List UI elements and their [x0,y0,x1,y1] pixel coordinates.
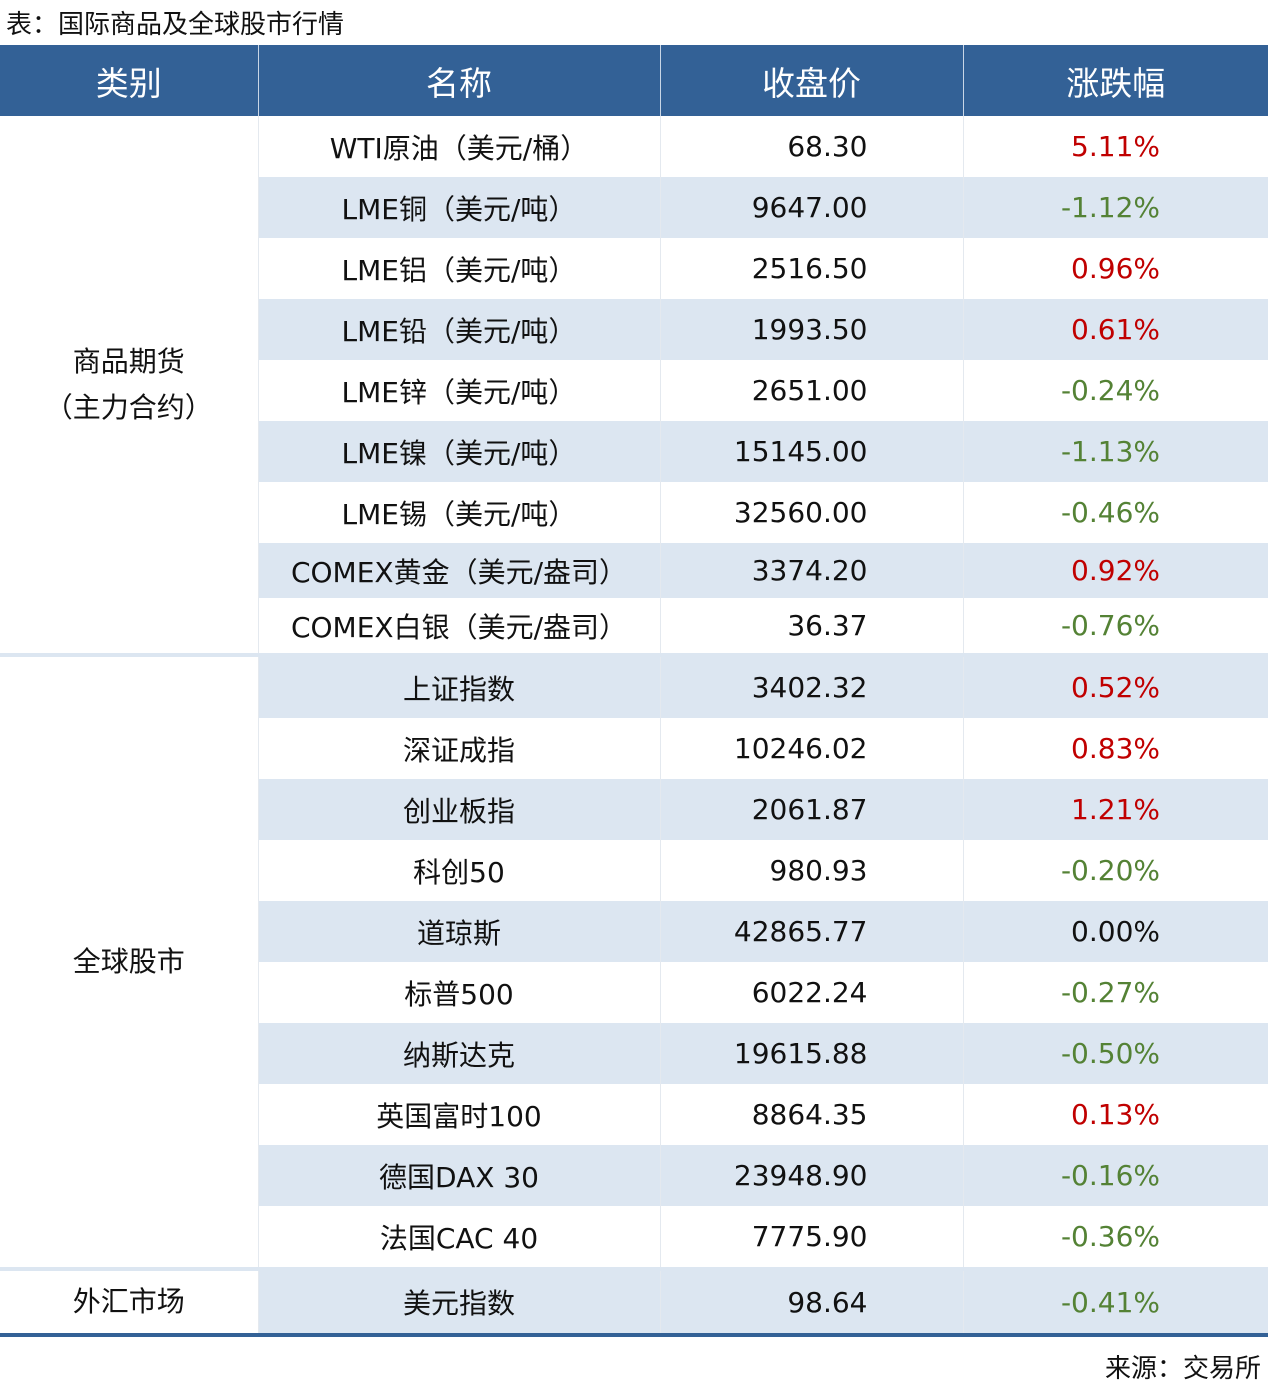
price-cell: 1993.50 [660,299,964,360]
header-change: 涨跌幅 [963,45,1268,116]
category-cell: 商品期货 （主力合约） [0,116,259,655]
source-note: 来源：交易所 [1104,1354,1261,1384]
table-row: 道琼斯 42865.77 0.00% [0,901,1268,962]
price-cell: 32560.00 [660,482,964,543]
header-category: 类别 [0,45,259,116]
name-cell: 创业板指 [258,779,661,840]
change-cell: 0.13% [1071,1098,1160,1131]
table-row: 深证成指 10246.02 0.83% [0,718,1268,779]
table-row: 英国富时100 8864.35 0.13% [0,1084,1268,1145]
table-row: 科创50 980.93 -0.20% [0,840,1268,901]
change-cell: -0.24% [1060,374,1160,407]
name-cell: 纳斯达克 [258,1023,661,1084]
table-row: LME锡（美元/吨） 32560.00 -0.46% [0,482,1268,543]
name-cell: 标普500 [258,962,661,1023]
change-cell: -1.13% [963,421,1268,482]
change-cell: -1.12% [963,177,1268,238]
price-cell: 98.64 [660,1267,964,1337]
price-cell: 68.30 [660,116,964,177]
price-cell: 2516.50 [660,238,964,299]
category-label: 商品期货 [72,344,185,378]
name-cell: 美元指数 [258,1267,661,1337]
change-cell: -0.76% [1060,609,1160,642]
table-title: 表：国际商品及全球股市行情 [6,10,345,40]
table-row: 纳斯达克 19615.88 -0.50% [0,1023,1268,1084]
name-cell: 德国DAX 30 [258,1145,661,1206]
change-cell: 0.83% [1071,732,1160,765]
change-cell: 0.92% [963,543,1268,598]
category-cell: 外汇市场 [0,1267,259,1337]
table-row: LME铝（美元/吨） 2516.50 0.96% [0,238,1268,299]
table-row: LME锌（美元/吨） 2651.00 -0.24% [0,360,1268,421]
change-cell: 1.21% [963,779,1268,840]
category-label: 全球股市 [72,945,185,978]
name-cell: LME镍（美元/吨） [258,421,661,482]
name-cell: LME铝（美元/吨） [258,238,661,299]
price-cell: 19615.88 [660,1023,964,1084]
name-cell: 上证指数 [258,653,661,718]
change-cell: -0.27% [1060,976,1160,1009]
table-row: 德国DAX 30 23948.90 -0.16% [0,1145,1268,1206]
price-cell: 7775.90 [660,1206,964,1269]
table-row: 创业板指 2061.87 1.21% [0,779,1268,840]
name-cell: 深证成指 [258,718,661,779]
header-name: 名称 [258,45,661,116]
header-row: 类别 名称 收盘价 涨跌幅 [0,45,1268,116]
change-cell: -0.36% [1060,1220,1160,1253]
change-cell: 5.11% [1071,130,1160,163]
price-cell: 8864.35 [660,1084,964,1145]
table-row: LME镍（美元/吨） 15145.00 -1.13% [0,421,1268,482]
change-cell: -0.41% [963,1267,1268,1337]
price-cell: 3374.20 [660,543,964,598]
table-row: 全球股市 上证指数 3402.32 0.52% [0,653,1268,1269]
change-cell: -0.16% [963,1145,1268,1206]
change-cell: 0.96% [1071,252,1160,285]
change-cell: -0.20% [1060,854,1160,887]
price-cell: 3402.32 [660,653,964,718]
category-cell: 全球股市 [0,653,259,1269]
table-row: 外汇市场 美元指数 98.64 -0.41% [0,1267,1268,1337]
table-row: 商品期货 （主力合约） WTI原油（美元/桶） 68.30 5.11% [0,116,1268,655]
price-cell: 2061.87 [660,779,964,840]
change-cell: -0.50% [963,1023,1268,1084]
name-cell: COMEX白银（美元/盎司） [258,598,661,655]
price-cell: 36.37 [660,598,964,655]
header-price: 收盘价 [660,45,964,116]
name-cell: COMEX黄金（美元/盎司） [258,543,661,598]
price-cell: 15145.00 [660,421,964,482]
price-cell: 6022.24 [660,962,964,1023]
change-cell: -0.46% [1060,496,1160,529]
name-cell: 道琼斯 [258,901,661,962]
change-cell: 0.52% [963,653,1268,718]
table-row: LME铅（美元/吨） 1993.50 0.61% [0,299,1268,360]
price-cell: 980.93 [660,840,964,901]
name-cell: LME铅（美元/吨） [258,299,661,360]
table-row: 标普500 6022.24 -0.27% [0,962,1268,1023]
name-cell: 英国富时100 [258,1084,661,1145]
price-cell: 2651.00 [660,360,964,421]
table-row: COMEX白银（美元/盎司） 36.37 -0.76% [0,598,1268,655]
name-cell: LME锡（美元/吨） [258,482,661,543]
name-cell: 法国CAC 40 [258,1206,661,1269]
price-cell: 10246.02 [660,718,964,779]
name-cell: LME锌（美元/吨） [258,360,661,421]
name-cell: WTI原油（美元/桶） [258,116,661,177]
table-row: COMEX黄金（美元/盎司） 3374.20 0.92% [0,543,1268,598]
table-row: 法国CAC 40 7775.90 -0.36% [0,1206,1268,1269]
price-cell: 42865.77 [660,901,964,962]
table-row: LME铜（美元/吨） 9647.00 -1.12% [0,177,1268,238]
change-cell: 0.61% [963,299,1268,360]
category-label: （主力合约） [44,390,213,424]
category-label: 外汇市场 [72,1285,185,1318]
price-cell: 23948.90 [660,1145,964,1206]
market-table: 类别 名称 收盘价 涨跌幅 商品期货 （主力合约） WTI原油（美元/桶） 68.30… [0,45,1268,1337]
price-cell: 9647.00 [660,177,964,238]
name-cell: 科创50 [258,840,661,901]
name-cell: LME铜（美元/吨） [258,177,661,238]
change-cell: 0.00% [963,901,1268,962]
